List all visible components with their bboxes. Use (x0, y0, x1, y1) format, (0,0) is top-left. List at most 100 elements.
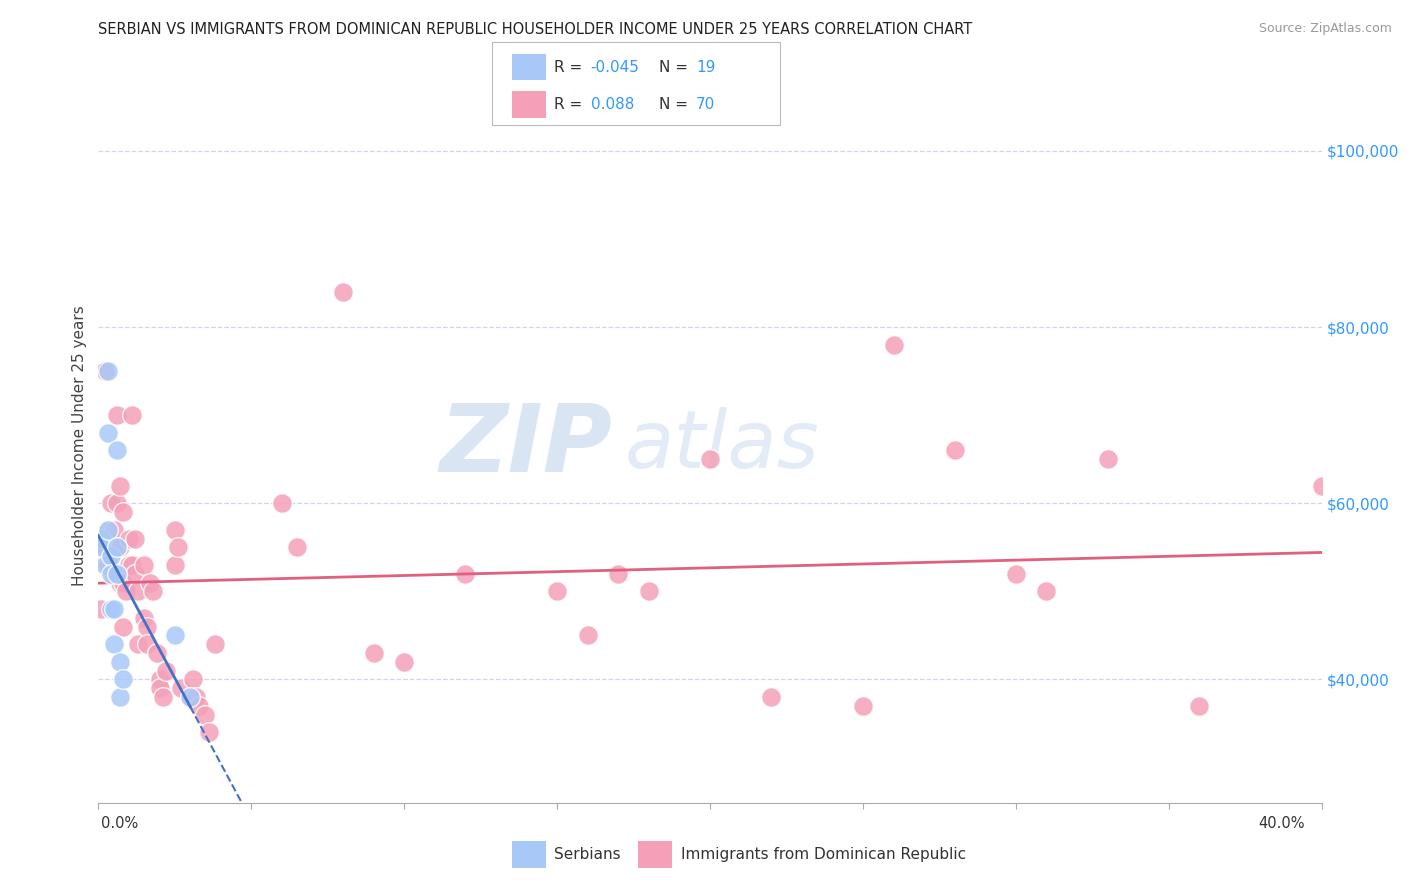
Point (170, 681, 193, 696)
Point (943, 443, 966, 458)
Point (105, 541, 128, 555)
Point (121, 408, 143, 422)
Point (332, 285, 354, 299)
Point (105, 566, 128, 581)
Point (149, 681, 172, 696)
Point (108, 478, 131, 492)
Point (167, 541, 190, 555)
Point (1035, 584, 1057, 599)
Text: Immigrants from Dominican Republic: Immigrants from Dominican Republic (681, 847, 966, 862)
Point (111, 575, 134, 590)
Point (136, 637, 159, 651)
Point (181, 673, 204, 687)
Point (145, 646, 167, 660)
Text: N =: N = (659, 60, 693, 75)
Point (97, 558, 120, 572)
Point (188, 698, 211, 713)
Point (97, 364, 120, 378)
Text: R =: R = (554, 60, 588, 75)
Point (1310, 478, 1333, 492)
Point (103, 523, 125, 537)
Text: Source: ZipAtlas.com: Source: ZipAtlas.com (1258, 22, 1392, 36)
Point (134, 611, 156, 625)
Point (118, 558, 141, 572)
Point (637, 584, 661, 599)
Point (1188, 698, 1211, 713)
Point (197, 725, 219, 739)
Point (111, 505, 134, 519)
Point (108, 655, 131, 669)
Point (124, 566, 146, 581)
Point (108, 690, 131, 704)
Point (163, 558, 186, 572)
Text: Serbians: Serbians (554, 847, 620, 862)
Point (163, 523, 186, 537)
Point (883, 337, 905, 351)
Point (100, 549, 122, 563)
Point (852, 698, 875, 713)
Point (111, 619, 134, 633)
Point (134, 558, 156, 572)
Point (100, 496, 122, 510)
Point (204, 637, 226, 651)
Point (93, 541, 115, 555)
Point (111, 673, 134, 687)
Point (699, 452, 721, 467)
Point (607, 566, 630, 581)
Point (363, 646, 385, 660)
Point (105, 496, 128, 510)
Point (103, 541, 125, 555)
Point (139, 575, 162, 590)
Point (93, 364, 115, 378)
Point (103, 637, 125, 651)
Point (152, 690, 174, 704)
Point (97, 523, 120, 537)
Point (105, 408, 128, 422)
Point (100, 566, 122, 581)
Text: 0.088: 0.088 (591, 96, 634, 112)
Point (179, 690, 201, 704)
Point (270, 496, 292, 510)
Point (1097, 452, 1119, 467)
Point (163, 628, 186, 642)
Point (97, 523, 120, 537)
Text: -0.045: -0.045 (591, 60, 640, 75)
Point (149, 673, 172, 687)
Point (100, 532, 122, 546)
Point (103, 602, 125, 616)
Point (90, 602, 112, 616)
Point (105, 443, 128, 458)
Point (90, 541, 112, 555)
Point (108, 575, 131, 590)
Point (194, 707, 217, 722)
Point (90, 532, 112, 546)
Point (118, 532, 141, 546)
Point (127, 637, 149, 651)
Point (142, 584, 165, 599)
Point (186, 690, 208, 704)
Text: N =: N = (659, 96, 693, 112)
Point (155, 664, 177, 678)
Text: 40.0%: 40.0% (1258, 816, 1305, 830)
Point (121, 558, 143, 572)
Text: R =: R = (554, 96, 592, 112)
Point (124, 532, 146, 546)
Point (576, 628, 599, 642)
Point (759, 690, 782, 704)
Point (136, 619, 159, 633)
Text: 19: 19 (696, 60, 716, 75)
Point (100, 602, 122, 616)
Point (179, 690, 201, 704)
Text: atlas: atlas (624, 407, 820, 485)
Point (285, 541, 308, 555)
Y-axis label: Householder Income Under 25 years: Householder Income Under 25 years (72, 306, 87, 586)
Point (108, 541, 131, 555)
Point (103, 566, 125, 581)
Text: ZIP: ZIP (439, 400, 612, 492)
Point (454, 566, 477, 581)
Point (93, 558, 115, 572)
Point (105, 541, 128, 555)
Text: SERBIAN VS IMMIGRANTS FROM DOMINICAN REPUBLIC HOUSEHOLDER INCOME UNDER 25 YEARS : SERBIAN VS IMMIGRANTS FROM DOMINICAN REP… (98, 22, 973, 37)
Text: 70: 70 (696, 96, 716, 112)
Text: 0.0%: 0.0% (101, 816, 138, 830)
